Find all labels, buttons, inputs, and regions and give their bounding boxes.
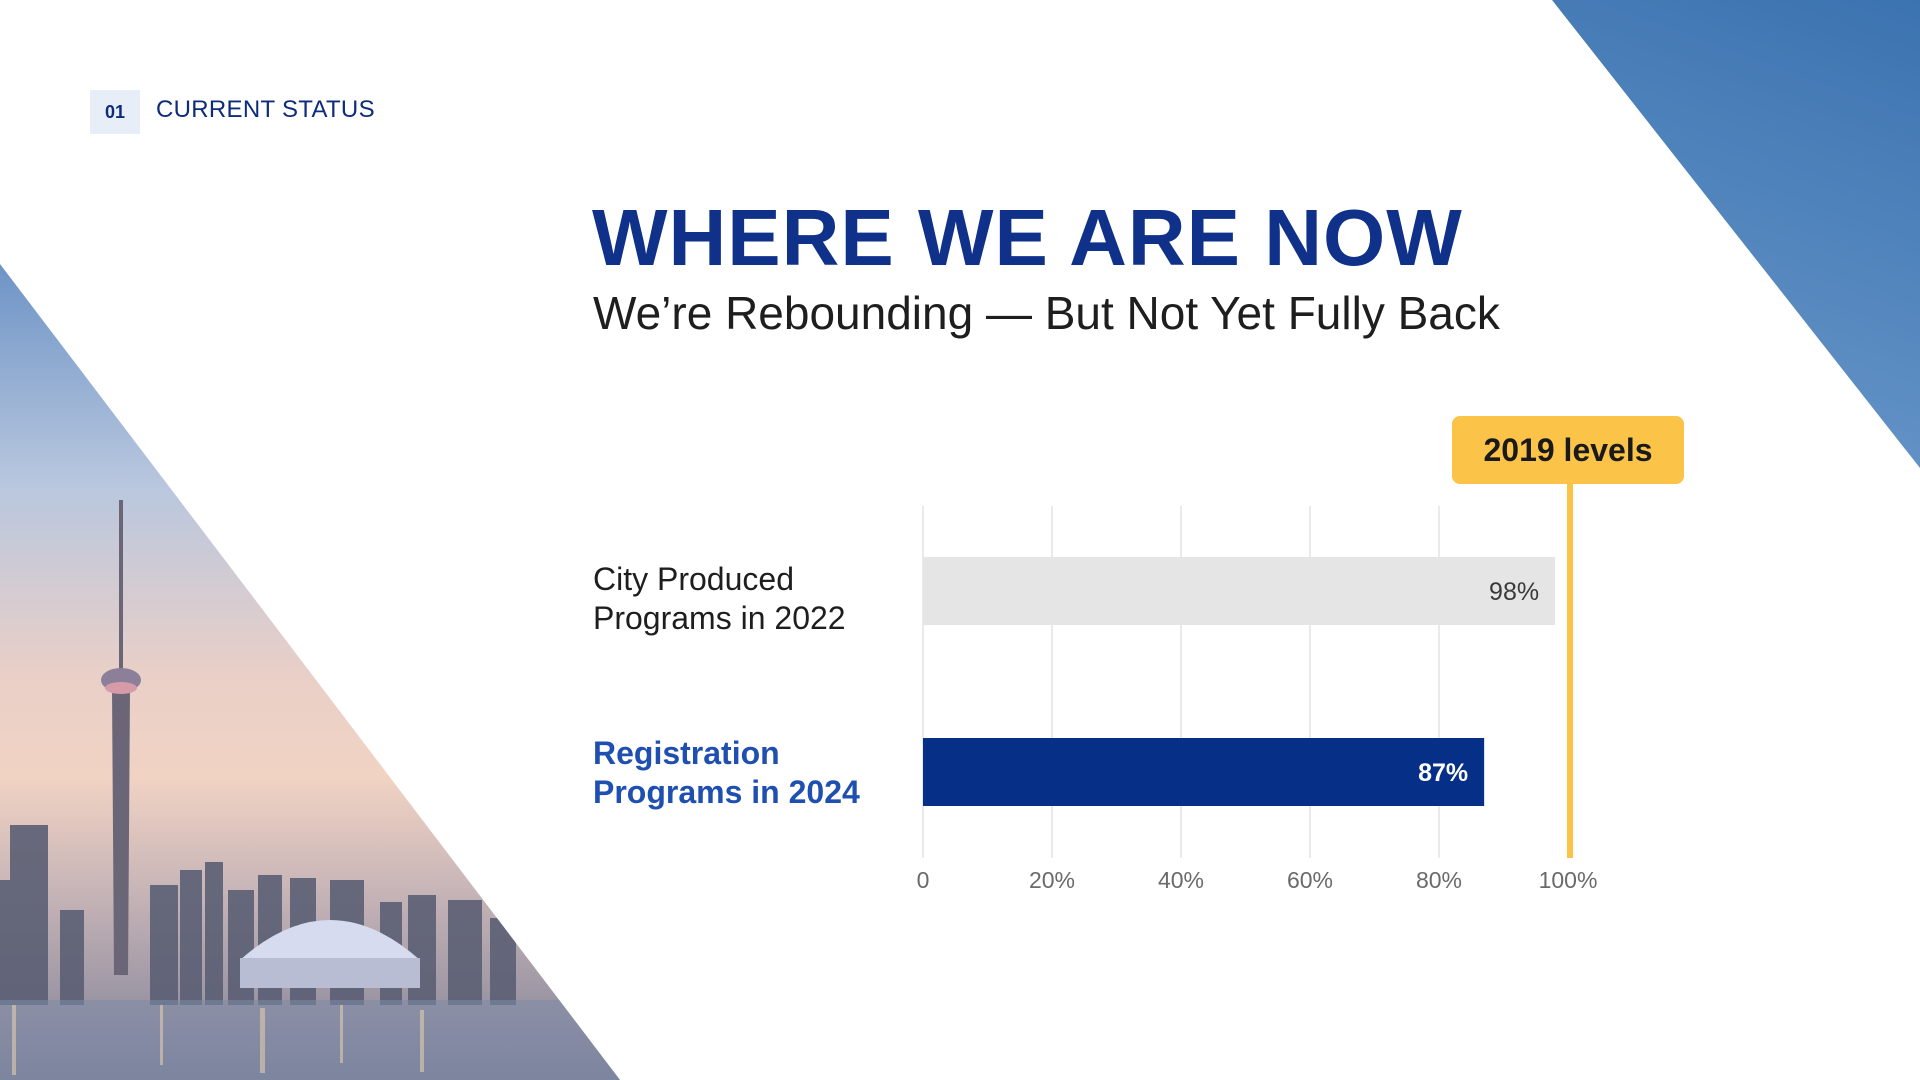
x-tick-label: 80% — [1416, 867, 1462, 893]
category-label-2024: Registration Programs in 2024 — [593, 735, 860, 810]
bar-data-label: 87% — [1418, 759, 1468, 787]
reference-label-box: 2019 levels — [1452, 416, 1684, 484]
section-number-badge: 01 — [90, 90, 140, 134]
x-tick-label: 100% — [1539, 867, 1598, 893]
x-tick-label: 60% — [1287, 867, 1333, 893]
bar — [923, 557, 1556, 625]
section-label: CURRENT STATUS — [156, 96, 375, 123]
category-label-2022: City Produced Programs in 2022 — [593, 561, 846, 636]
page-subtitle: We’re Rebounding — But Not Yet Fully Bac… — [593, 287, 1500, 339]
x-tick-label: 0 — [917, 867, 930, 893]
x-tick-label: 40% — [1158, 867, 1204, 893]
bar — [923, 738, 1485, 806]
page-title: WHERE WE ARE NOW — [592, 193, 1463, 282]
bar-data-label: 98% — [1489, 578, 1539, 606]
x-tick-label: 20% — [1029, 867, 1075, 893]
